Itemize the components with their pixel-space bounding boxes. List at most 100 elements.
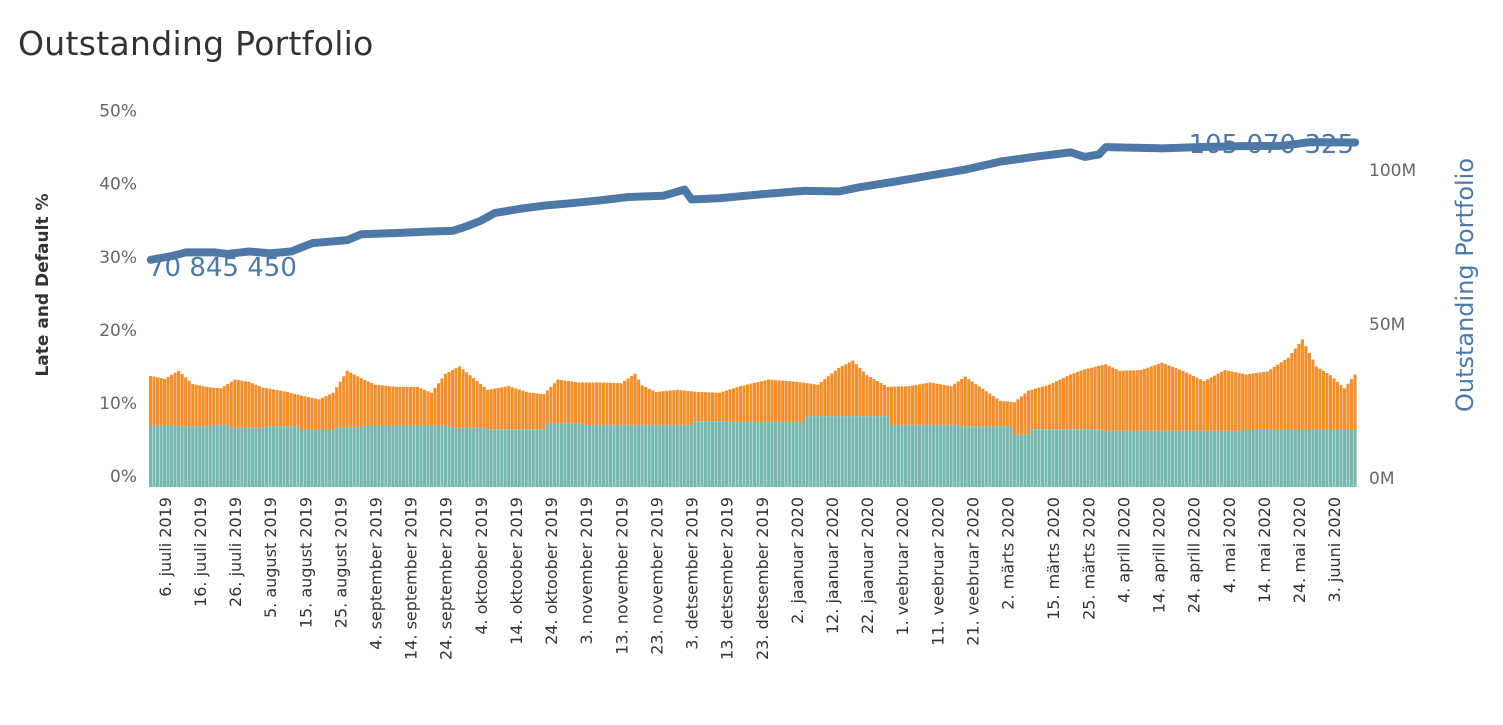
late-bar (1191, 375, 1196, 431)
default-bar (879, 416, 883, 487)
late-bar (693, 391, 697, 422)
default-bar (886, 416, 890, 487)
x-tick-label: 24. aprill 2020 (1185, 497, 1204, 613)
default-bar (1307, 429, 1311, 487)
late-bar (675, 389, 679, 425)
late-bar (984, 391, 988, 427)
x-axis-ticks: 6. juuli 2019 16. juuli 2019 26. juuli 201… (156, 497, 1344, 660)
default-bar (1342, 429, 1347, 487)
default-bar (552, 423, 556, 487)
late-bar (665, 390, 669, 425)
late-bar (767, 379, 771, 422)
default-bar (1241, 429, 1245, 487)
default-bar (580, 423, 585, 487)
default-bar (703, 421, 707, 487)
default-bar (724, 421, 728, 487)
default-bar (942, 424, 946, 487)
late-bar (851, 360, 855, 417)
default-bar (528, 429, 532, 487)
late-bar (710, 392, 714, 422)
default-bar (479, 427, 483, 487)
default-bar (830, 416, 834, 487)
late-bar (812, 384, 816, 417)
late-bar (264, 388, 268, 427)
late-bar (1248, 373, 1252, 430)
late-bar (1297, 343, 1301, 430)
late-bar (967, 379, 971, 427)
late-bar (566, 381, 570, 424)
late-bar (735, 387, 739, 422)
late-bar (412, 386, 416, 426)
default-bar (1321, 429, 1325, 487)
default-bar (960, 426, 964, 487)
late-bar (1047, 384, 1052, 430)
late-bar (1118, 370, 1122, 431)
left-tick-label: 0% (110, 467, 137, 487)
late-bar (180, 374, 184, 427)
late-bar (429, 392, 434, 426)
late-bar (721, 391, 725, 422)
late-bar (714, 392, 718, 422)
default-bar (377, 425, 381, 487)
late-bar (654, 391, 658, 425)
default-bar (391, 425, 395, 487)
default-bar (633, 424, 637, 487)
late-bar (1339, 385, 1343, 430)
default-bar (1188, 430, 1192, 487)
default-bar (408, 425, 412, 487)
default-bar (461, 427, 465, 487)
late-bar (1086, 368, 1090, 430)
late-bar (1069, 374, 1073, 430)
late-bar (1100, 365, 1104, 431)
late-bar (896, 386, 901, 425)
left-axis-ticks: 0% 10% 20% 30% 40% 50% (99, 102, 137, 487)
late-bar (616, 383, 620, 425)
late-bar (535, 393, 539, 430)
late-bar (816, 384, 820, 417)
late-bar (879, 382, 883, 417)
default-bar (1195, 430, 1199, 487)
default-bar (289, 426, 293, 487)
default-bar (475, 427, 479, 487)
default-bar (963, 426, 967, 487)
late-bar (493, 388, 497, 430)
late-bar (742, 385, 746, 422)
default-bar (1114, 430, 1118, 487)
x-tick-label: 21. veebruar 2020 (964, 497, 983, 646)
default-bar (854, 416, 858, 487)
late-bar (282, 391, 286, 427)
default-bar (1160, 430, 1164, 487)
default-bar (925, 424, 929, 487)
late-bar (605, 382, 609, 425)
default-bar (988, 426, 992, 487)
late-bar (644, 387, 648, 425)
default-bar (949, 424, 953, 487)
default-bar (932, 424, 936, 487)
default-bar (619, 424, 623, 487)
default-bar (1107, 430, 1111, 487)
late-bar (774, 380, 778, 422)
default-bar (1065, 429, 1069, 487)
default-bar (591, 424, 595, 487)
default-bar (1353, 429, 1357, 487)
late-bar (531, 393, 535, 430)
default-bar (1005, 426, 1009, 487)
x-tick-label: 26. juuli 2019 (226, 497, 245, 607)
default-bar (1346, 429, 1350, 487)
default-bar (1121, 430, 1125, 487)
late-bar (619, 383, 623, 425)
late-bar (1026, 390, 1030, 435)
x-tick-label: 23. november 2019 (647, 497, 666, 655)
late-bar (152, 376, 156, 426)
late-bar (833, 370, 837, 417)
late-bar (981, 388, 985, 427)
late-bar (1237, 372, 1241, 431)
late-bar (370, 383, 374, 426)
late-bar (419, 388, 423, 426)
default-bar (198, 426, 202, 487)
late-bar (307, 397, 311, 430)
default-bar (187, 426, 191, 487)
late-bar (991, 396, 995, 427)
default-bar (626, 424, 630, 487)
